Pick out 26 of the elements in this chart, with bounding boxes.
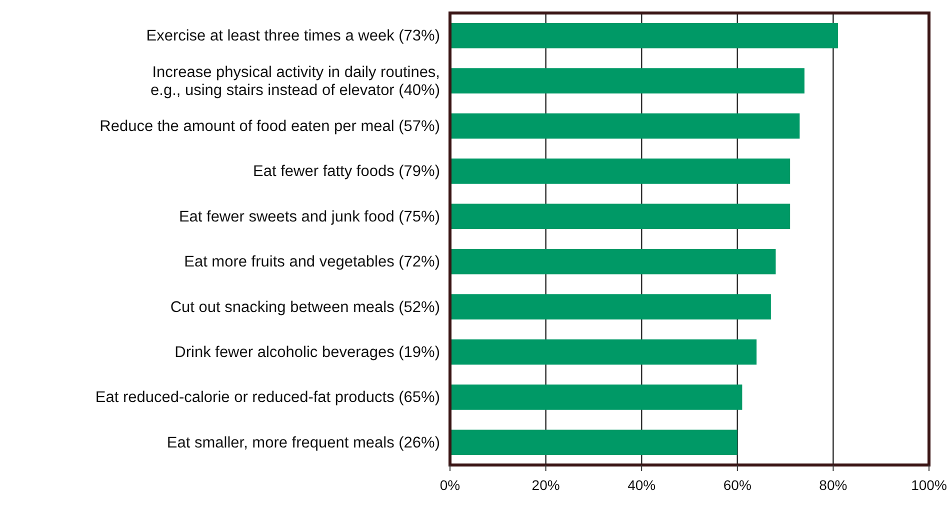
y-tick-label: Drink fewer alcoholic beverages (19%) — [174, 344, 440, 361]
y-tick-label: Eat fewer sweets and junk food (75%) — [178, 208, 440, 226]
y-tick-label: Eat fewer fatty foods (79%) — [253, 163, 440, 180]
bar — [450, 113, 800, 139]
y-tick-label: Increase physical activity in daily routines, e.g., using stairs instead of elevator (40%) — [150, 64, 440, 99]
bar — [450, 158, 790, 184]
bar — [450, 384, 742, 410]
bar — [450, 248, 776, 274]
y-tick-label: Reduce the amount of food eaten per meal (57%) — [100, 118, 440, 135]
x-tick-label: 40% — [628, 477, 656, 493]
x-tick-label: 80% — [819, 477, 848, 493]
y-tick-label: Eat smaller, more frequent meals (26%) — [166, 434, 440, 452]
y-tick-label: Cut out snacking between meals (52%) — [170, 298, 440, 316]
bar — [450, 22, 838, 48]
x-tick-label: 20% — [532, 477, 560, 493]
y-tick-label: Eat more fruits and vegetables (72%) — [184, 254, 440, 271]
bar — [450, 294, 771, 320]
bar — [450, 430, 738, 456]
y-tick-label: Exercise at least three times a week (73%) — [146, 28, 440, 45]
x-tick-label: 100% — [911, 477, 947, 493]
y-tick-label: Eat reduced-calorie or reduced-fat products (65%) — [95, 389, 440, 406]
bar — [450, 339, 757, 365]
bar — [450, 204, 790, 230]
bar — [450, 68, 804, 94]
x-tick-label: 60% — [723, 477, 752, 493]
x-tick-label: 0% — [440, 477, 460, 493]
